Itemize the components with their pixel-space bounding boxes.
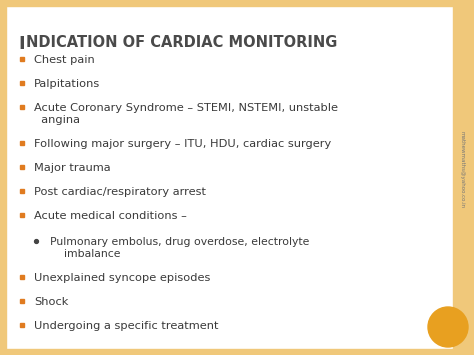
Text: Unexplained syncope episodes: Unexplained syncope episodes — [34, 273, 210, 283]
Text: Following major surgery – ITU, HDU, cardiac surgery: Following major surgery – ITU, HDU, card… — [34, 139, 331, 149]
Text: Post cardiac/respiratory arrest: Post cardiac/respiratory arrest — [34, 187, 206, 197]
Bar — [0, 0, 6, 355]
Text: NDICATION OF CARDIAC MONITORING: NDICATION OF CARDIAC MONITORING — [26, 35, 337, 50]
Text: Shock: Shock — [34, 297, 68, 307]
Bar — [453, 0, 474, 355]
Text: Palpitations: Palpitations — [34, 79, 100, 89]
Text: Acute medical conditions –: Acute medical conditions – — [34, 211, 187, 221]
Bar — [0, 0, 474, 6]
Text: Pulmonary embolus, drug overdose, electrolyte
    imbalance: Pulmonary embolus, drug overdose, electr… — [50, 237, 310, 258]
Text: Undergoing a specific treatment: Undergoing a specific treatment — [34, 321, 219, 331]
Circle shape — [428, 307, 468, 347]
Text: Major trauma: Major trauma — [34, 163, 110, 173]
Text: Chest pain: Chest pain — [34, 55, 95, 65]
Text: Acute Coronary Syndrome – STEMI, NSTEMI, unstable
  angina: Acute Coronary Syndrome – STEMI, NSTEMI,… — [34, 103, 338, 125]
Text: I: I — [18, 35, 25, 53]
Bar — [0, 349, 474, 355]
Text: mathewmaths@yahoo.co.in: mathewmaths@yahoo.co.in — [459, 131, 465, 208]
